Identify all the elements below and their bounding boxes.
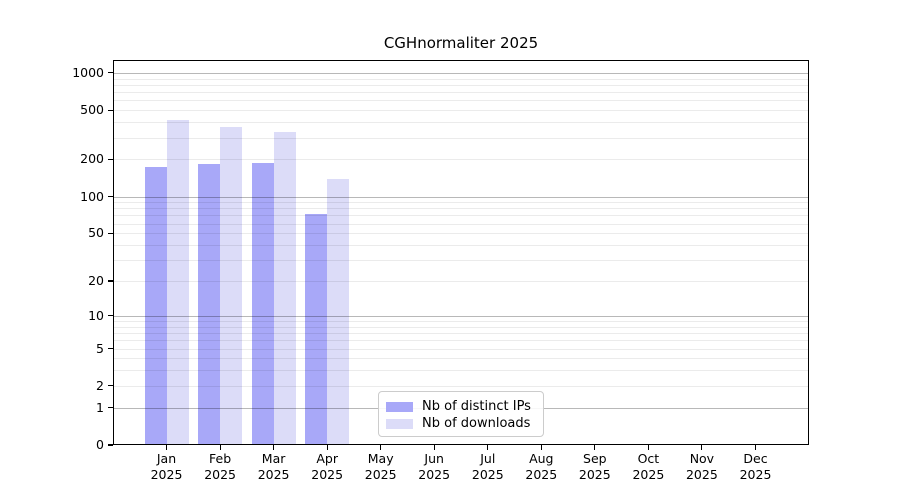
y-tick-0: [108, 444, 113, 446]
gridline-minor-5: [113, 348, 809, 350]
gridline-minor-80: [113, 208, 809, 210]
legend-item-downloads: Nb of downloads: [386, 416, 533, 432]
gridline-minor-300: [113, 137, 809, 139]
bar-mar-downloads: [273, 131, 296, 445]
y-tick-label-500: 500: [80, 102, 104, 118]
x-tick-jun: [433, 445, 435, 450]
gridline-minor-2: [113, 385, 809, 387]
x-tick-nov: [701, 445, 703, 450]
gridline-minor-400: [113, 122, 809, 124]
gridline-minor-6: [113, 340, 809, 342]
x-tick-label-mar: Mar 2025: [257, 451, 290, 482]
legend-label-downloads: Nb of downloads: [422, 416, 531, 431]
chart-title: CGHnormaliter 2025: [383, 34, 539, 52]
y-tick-100: [108, 195, 113, 198]
gridline-minor-800: [113, 84, 809, 86]
x-tick-label-apr: Apr 2025: [311, 451, 344, 482]
x-tick-apr: [326, 445, 328, 450]
y-tick-5: [108, 347, 113, 350]
gridline-minor-30: [113, 260, 809, 262]
bar-jan-distinct-ips: [144, 166, 167, 445]
y-tick-1: [108, 407, 113, 409]
y-tick-label-1: 1: [96, 399, 104, 415]
y-tick-10: [108, 315, 113, 317]
y-tick-500: [108, 109, 113, 111]
grid-layer: [113, 60, 809, 445]
gridline-minor-90: [113, 202, 809, 204]
bar-feb-distinct-ips: [198, 163, 221, 445]
y-tick-label-10: 10: [88, 307, 104, 323]
y-tick-label-0: 0: [96, 437, 104, 452]
y-tick-2: [108, 385, 113, 387]
x-tick-oct: [647, 445, 649, 450]
x-tick-label-jun: Jun 2025: [418, 451, 451, 482]
legend-swatch-distinct-ips: [386, 402, 413, 412]
y-tick-label-20: 20: [88, 273, 104, 288]
gridline-minor-600: [113, 100, 809, 102]
gridline-minor-20: [113, 281, 809, 282]
x-tick-sep: [594, 445, 596, 450]
gridline-minor-500: [113, 110, 809, 112]
x-tick-label-nov: Nov 2025: [685, 451, 718, 482]
x-tick-mar: [273, 445, 275, 450]
bar-apr-downloads: [327, 178, 350, 445]
legend-swatch-downloads: [386, 419, 413, 429]
gridline-minor-4: [113, 358, 809, 360]
y-tick-label-100: 100: [80, 188, 104, 204]
gridline-minor-900: [113, 78, 809, 80]
x-tick-label-may: May 2025: [364, 451, 397, 482]
y-tick-20: [108, 280, 113, 282]
gridline-minor-7: [113, 333, 809, 334]
gridline-minor-9: [113, 321, 809, 322]
bar-apr-distinct-ips: [305, 213, 328, 445]
gridline-major-10: [113, 315, 809, 317]
x-tick-label-jan: Jan 2025: [150, 451, 183, 482]
y-tick-50: [108, 232, 113, 234]
x-tick-feb: [219, 445, 221, 450]
legend: Nb of distinct IPs Nb of downloads: [378, 391, 544, 437]
x-tick-label-aug: Aug 2025: [525, 451, 558, 482]
y-tick-200: [108, 158, 113, 160]
x-tick-label-feb: Feb 2025: [204, 451, 236, 482]
x-tick-jul: [487, 445, 489, 450]
gridline-major-1000: [113, 72, 809, 74]
x-tick-dec: [754, 445, 757, 450]
gridline-major-100: [113, 196, 809, 198]
legend-label-distinct-ips: Nb of distinct IPs: [422, 399, 531, 414]
gridline-minor-8: [113, 326, 809, 328]
gridline-minor-70: [113, 215, 809, 217]
x-tick-label-jul: Jul 2025: [471, 451, 504, 482]
gridline-minor-60: [113, 223, 809, 225]
x-tick-label-oct: Oct 2025: [632, 451, 665, 482]
y-tick-label-2: 2: [96, 377, 104, 393]
bar-mar-distinct-ips: [251, 162, 274, 445]
bar-feb-downloads: [220, 127, 243, 445]
plot-area: Nb of distinct IPs Nb of downloads: [113, 60, 809, 445]
x-tick-label-sep: Sep 2025: [578, 451, 611, 482]
gridline-minor-40: [113, 245, 809, 246]
bar-jan-downloads: [166, 120, 189, 445]
gridline-minor-200: [113, 159, 809, 161]
y-tick-label-5: 5: [96, 340, 104, 356]
legend-item-distinct-ips: Nb of distinct IPs: [386, 399, 533, 415]
x-tick-label-dec: Dec 2025: [739, 451, 772, 482]
y-tick-label-50: 50: [88, 225, 104, 241]
x-tick-aug: [540, 445, 542, 450]
x-tick-jan: [165, 445, 168, 450]
gridline-minor-700: [113, 92, 809, 94]
y-tick-label-1000: 1000: [72, 64, 104, 80]
y-tick-1000: [108, 72, 113, 74]
gridline-minor-3: [113, 370, 809, 372]
gridline-minor-50: [113, 233, 809, 235]
x-tick-may: [380, 445, 382, 450]
y-tick-label-200: 200: [80, 151, 104, 167]
bars-layer: [113, 60, 809, 445]
